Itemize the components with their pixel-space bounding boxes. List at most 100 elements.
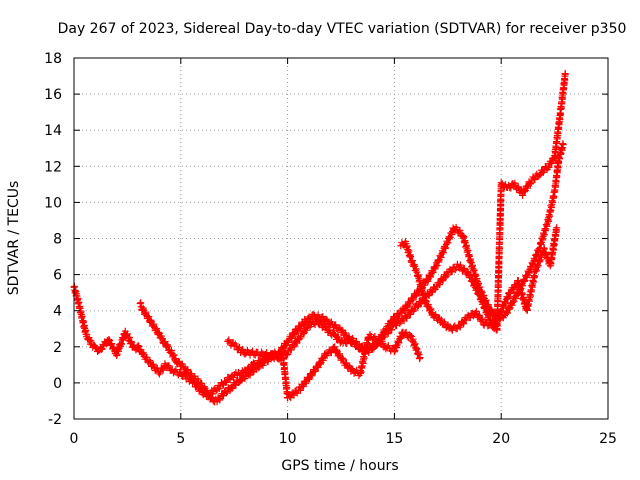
y-tick-label: 18 [44, 51, 62, 67]
y-tick-label: 14 [44, 123, 62, 139]
data-point [98, 345, 106, 353]
data-point [521, 188, 529, 196]
data-point [489, 323, 497, 331]
data-point [339, 355, 347, 363]
data-point [410, 306, 418, 314]
y-axis-label: SDTVAR / TECUs [6, 181, 22, 296]
data-point [338, 354, 346, 362]
data-point [331, 330, 339, 338]
y-tick-label: 2 [53, 340, 62, 356]
data-point [442, 272, 450, 280]
data-point [236, 371, 244, 379]
data-point [309, 310, 317, 318]
data-point [172, 366, 180, 374]
data-point [222, 378, 230, 386]
data-point [147, 316, 155, 324]
data-point [561, 70, 569, 78]
data-point [416, 354, 424, 362]
data-point [525, 269, 533, 277]
data-point [150, 320, 158, 328]
data-point [159, 366, 167, 374]
y-tick-label: 4 [53, 304, 62, 320]
data-point [370, 344, 378, 352]
x-tick-label: 5 [176, 431, 185, 447]
data-point [216, 396, 224, 404]
data-point [142, 308, 150, 316]
data-point [559, 141, 567, 149]
data-point [308, 372, 316, 380]
data-point [139, 349, 147, 357]
data-point [134, 342, 142, 350]
series-4 [397, 224, 561, 334]
data-point [388, 326, 396, 334]
data-point [423, 276, 431, 284]
data-point [311, 367, 319, 375]
data-point [167, 346, 175, 354]
data-point [163, 341, 171, 349]
data-point [403, 314, 411, 322]
data-point [545, 163, 553, 171]
data-point [322, 315, 330, 323]
data-point [184, 365, 192, 373]
data-point [493, 315, 501, 323]
data-point [222, 389, 230, 397]
data-point [319, 356, 327, 364]
x-tick-label: 0 [70, 431, 79, 447]
data-point [432, 263, 440, 271]
data-point [491, 319, 499, 327]
data-point [520, 277, 528, 285]
data-point [284, 339, 292, 347]
data-point [290, 331, 298, 339]
data-point [507, 290, 515, 298]
data-point [87, 337, 95, 345]
data-point [316, 360, 324, 368]
data-point [123, 330, 131, 338]
grid-lines [74, 58, 608, 419]
y-tick-label: 0 [53, 376, 62, 392]
y-tick-label: 8 [53, 232, 62, 248]
chart-title: Day 267 of 2023, Sidereal Day-to-day VTE… [58, 21, 627, 37]
data-point [519, 191, 527, 199]
data-point [332, 321, 340, 329]
data-point [448, 326, 456, 334]
data-point [336, 350, 344, 358]
series-3 [224, 70, 569, 361]
data-point [284, 350, 292, 358]
data-point [278, 354, 286, 362]
data-point [497, 179, 505, 187]
y-tick-label: 12 [44, 159, 62, 175]
data-point [155, 328, 163, 336]
data-point [165, 362, 173, 370]
data-point [238, 376, 246, 384]
data-point [208, 394, 216, 402]
series-2 [136, 299, 424, 406]
data-point [86, 336, 94, 344]
data-point [384, 330, 392, 338]
x-tick-label: 10 [279, 431, 297, 447]
data-point [174, 357, 182, 365]
data-point [241, 350, 249, 358]
data-point [503, 309, 511, 317]
data-point [487, 305, 495, 313]
data-point [164, 342, 172, 350]
tick-labels: 0 5 10 15 20 25 -2 0 2 4 6 8 10 12 14 16 18 [44, 51, 617, 447]
data-point [456, 226, 464, 234]
data-point [239, 345, 247, 353]
data-point [414, 303, 422, 311]
y-tick-label: 10 [44, 195, 62, 211]
data-point [229, 373, 237, 381]
axis-ticks [73, 57, 609, 420]
y-tick-label: -2 [48, 412, 62, 428]
data-point [149, 360, 157, 368]
data-point [412, 292, 420, 300]
data-point [296, 386, 304, 394]
data-point [475, 311, 483, 319]
data-point [426, 306, 434, 314]
x-tick-label: 20 [492, 431, 510, 447]
data-point [249, 347, 257, 355]
data-point [422, 297, 430, 305]
data-point [509, 286, 517, 294]
data-point [509, 298, 517, 306]
